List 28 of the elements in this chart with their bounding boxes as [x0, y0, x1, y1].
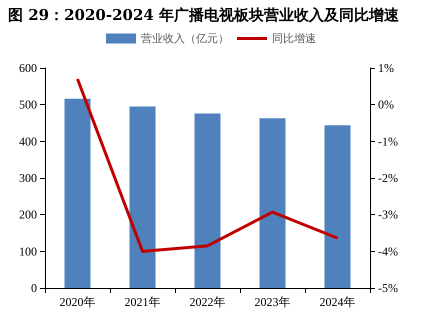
- y2-tick-label: -3%: [378, 208, 398, 222]
- bar: [324, 125, 350, 288]
- bar: [194, 113, 220, 288]
- y-tick-label: 300: [19, 171, 37, 185]
- y-tick-label: 200: [19, 208, 37, 222]
- y2-tick-label: -5%: [378, 281, 398, 295]
- y2-tick-label: 1%: [378, 61, 394, 75]
- x-tick-label: 2020年: [60, 295, 96, 309]
- x-tick-label: 2024年: [320, 295, 356, 309]
- legend-label: 同比增速: [272, 32, 316, 45]
- y2-tick-label: 0%: [378, 98, 394, 112]
- y-tick-label: 100: [19, 244, 37, 258]
- y-tick-label: 500: [19, 98, 37, 112]
- y-tick-label: 600: [19, 61, 37, 75]
- line-series: [76, 78, 339, 253]
- y2-tick-label: -2%: [378, 171, 398, 185]
- x-tick-label: 2021年: [124, 295, 160, 309]
- y-tick-label: 0: [31, 281, 37, 295]
- y2-tick-label: -1%: [378, 134, 398, 148]
- legend-label: 营业收入（亿元）: [141, 32, 229, 45]
- bar: [260, 118, 286, 288]
- bar: [130, 106, 156, 288]
- y2-tick-label: -4%: [378, 244, 398, 258]
- bar: [64, 98, 90, 288]
- chart-title: 图 29：2020-2024 年广播电视板块营业收入及同比增速: [7, 5, 400, 26]
- y-tick-label: 400: [19, 134, 37, 148]
- x-tick-label: 2022年: [190, 295, 226, 309]
- x-tick-label: 2023年: [254, 295, 290, 309]
